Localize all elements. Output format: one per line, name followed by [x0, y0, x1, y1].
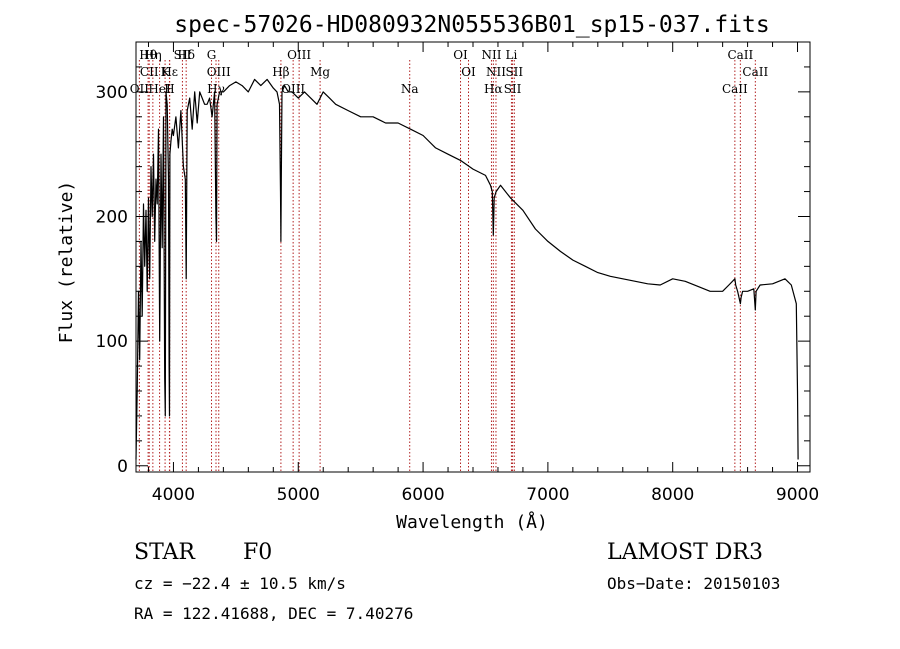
plot-frame	[135, 41, 811, 473]
x-tick-label: 4000	[152, 485, 195, 505]
spectral-line-label: Hβ	[272, 65, 289, 79]
object-class: STAR	[134, 540, 195, 565]
spectral-line-label: Hε	[161, 65, 178, 79]
spectral-line-label: H	[164, 82, 174, 96]
spectral-line-label: K	[161, 65, 171, 79]
x-tick-label: 6000	[401, 485, 444, 505]
spectral-line-label: OIII	[281, 82, 305, 96]
spectral-line-label: SII	[174, 48, 192, 62]
y-tick-label: 100	[96, 332, 128, 352]
spectrum-line-flux	[135, 78, 799, 460]
spectral-line-label: NII	[486, 65, 506, 79]
spectral-line-label: OIII	[287, 48, 311, 62]
spectral-line-label: NII	[481, 48, 501, 62]
survey-name: LAMOST DR3	[607, 540, 763, 565]
x-tick-label: 8000	[651, 485, 694, 505]
y-tick-label: 300	[96, 83, 128, 103]
ra-dec: RA = 122.41688, DEC = 7.40276	[134, 604, 414, 623]
spectral-line-label: Hα	[484, 82, 503, 96]
y-tick-label: 200	[96, 207, 128, 227]
x-tick-label: 7000	[526, 485, 569, 505]
spectral-line-label: SII	[504, 82, 522, 96]
spectral-line-label: Na	[401, 82, 419, 96]
line-labels-layer: Hθ CII OII Hη K HeI SII Hε H Hδ OIII Hγ G Hβ OIII OIII M…	[130, 48, 769, 96]
spectral-line-label: OI	[461, 65, 476, 79]
object-subclass: F0	[243, 540, 273, 565]
x-axis-label: Wavelength (Å)	[396, 511, 548, 533]
spectral-line-label: OI	[453, 48, 468, 62]
spectral-line-label: Li	[506, 48, 518, 62]
spectral-line-label: HeI	[148, 82, 171, 96]
spectral-line-label: Hη	[144, 48, 162, 62]
spectral-line-label: CaII	[722, 82, 748, 96]
x-tick-label: 9000	[776, 485, 819, 505]
redshift-cz: cz = −22.4 ± 10.5 km/s	[134, 574, 346, 593]
spectral-lines-layer	[138, 60, 756, 472]
spectral-line-label: CII	[140, 65, 159, 79]
y-tick-label: 0	[117, 457, 128, 477]
spectral-line-label: OIII	[207, 65, 231, 79]
chart-title: spec-57026-HD080932N055536B01_sp15-037.f…	[174, 12, 769, 38]
spectral-line-label: G	[207, 48, 217, 62]
spectral-line-label: Hγ	[207, 82, 225, 96]
spectral-line-label: SII	[505, 65, 523, 79]
spectral-line-label: Hθ	[139, 48, 157, 62]
spectral-line-label: CaII	[742, 65, 768, 79]
axes-layer: 4000 5000 6000 7000 8000 9000 0 100 200 300	[96, 41, 819, 505]
y-axis-label: Flux (relative)	[56, 181, 77, 344]
spectral-line-label: Mg	[310, 65, 330, 79]
spectral-line-label: OII	[130, 82, 150, 96]
spectral-line-label: CaII	[727, 48, 753, 62]
x-tick-label: 5000	[277, 485, 320, 505]
spectral-line-label: Hδ	[177, 48, 195, 62]
obs-date: Obs−Date: 20150103	[607, 574, 781, 593]
